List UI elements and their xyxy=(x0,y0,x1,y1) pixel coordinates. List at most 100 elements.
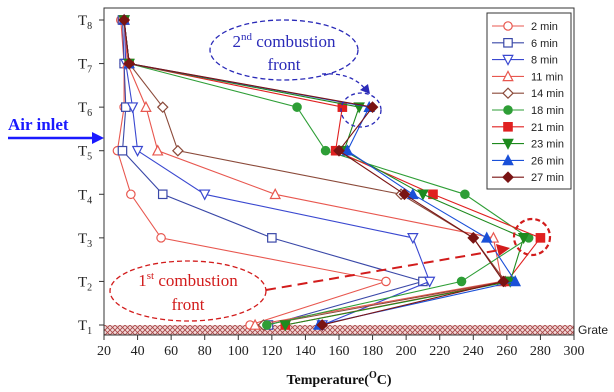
legend-swatch-marker xyxy=(502,171,514,184)
data-point xyxy=(156,233,166,243)
legend-label: 6 min xyxy=(531,38,558,50)
y-tick-label: T2 xyxy=(78,274,92,293)
legend-swatch-marker xyxy=(502,154,514,166)
legend-swatch-marker xyxy=(502,54,514,66)
data-point xyxy=(126,102,139,114)
legend-item: 6 min xyxy=(492,38,558,50)
second-front-zone xyxy=(340,92,382,128)
legend-swatch-marker xyxy=(503,37,513,48)
air-inlet-arrowhead xyxy=(92,132,104,144)
first-front-zone xyxy=(512,217,552,257)
data-point xyxy=(398,188,411,201)
x-tick-label: 120 xyxy=(261,344,282,359)
first-front-text-1: 1st combustion xyxy=(138,270,238,290)
data-point xyxy=(517,233,530,245)
data-point xyxy=(151,144,164,156)
data-point xyxy=(467,232,480,244)
x-tick-label: 40 xyxy=(131,344,145,359)
series-line xyxy=(123,19,507,326)
legend-label: 14 min xyxy=(531,88,564,100)
x-tick-label: 300 xyxy=(564,344,585,359)
data-point xyxy=(131,145,144,158)
y-tick-label: T8 xyxy=(78,13,92,32)
y-tick-label: T1 xyxy=(78,318,92,337)
data-point xyxy=(509,275,522,287)
data-point xyxy=(480,231,493,243)
second-front-arrowhead xyxy=(360,84,370,94)
legend-label: 26 min xyxy=(531,155,564,167)
legend-item: 2 min xyxy=(492,21,558,33)
series-layer xyxy=(112,13,546,332)
data-point xyxy=(292,102,302,112)
x-tick-label: 60 xyxy=(164,344,178,359)
legend-label: 18 min xyxy=(531,105,564,117)
legend-item: 27 min xyxy=(492,171,564,184)
first-front-arrow xyxy=(265,249,501,291)
x-axis-title: Temperature(OC) xyxy=(287,370,392,388)
legend-swatch-marker xyxy=(502,138,514,150)
air-inlet-label: Air inlet xyxy=(8,115,69,134)
data-point xyxy=(198,189,211,201)
data-point xyxy=(381,276,391,287)
data-point xyxy=(423,276,436,288)
data-point xyxy=(118,14,130,26)
x-tick-label: 180 xyxy=(362,344,383,359)
series-line xyxy=(123,19,505,326)
data-point xyxy=(123,57,136,70)
data-point xyxy=(172,144,184,157)
data-point xyxy=(417,189,429,201)
data-point xyxy=(117,145,128,156)
data-point xyxy=(267,233,277,243)
x-tick-label: 220 xyxy=(429,344,450,359)
data-point xyxy=(279,320,292,332)
legend-item: 14 min xyxy=(492,87,564,100)
first-front-arrowhead xyxy=(496,244,510,256)
series-27-min xyxy=(118,14,510,331)
series-line xyxy=(121,19,425,326)
data-point xyxy=(140,100,152,112)
y-tick-label: T6 xyxy=(78,100,92,119)
data-point xyxy=(126,189,136,200)
legend-item: 21 min xyxy=(492,122,564,134)
grate-label: Grate xyxy=(578,323,608,337)
second-front-text-2: front xyxy=(267,55,300,74)
y-tick-label: T5 xyxy=(78,144,92,163)
legend-label: 27 min xyxy=(531,172,564,184)
x-tick-label: 100 xyxy=(228,344,249,359)
data-point xyxy=(249,318,261,330)
x-tick-label: 160 xyxy=(329,344,350,359)
legend-swatch-marker xyxy=(503,121,513,132)
legend-swatch-marker xyxy=(503,105,513,115)
x-tick-label: 280 xyxy=(530,344,551,359)
data-point xyxy=(333,144,345,157)
x-tick-label: 260 xyxy=(496,344,517,359)
legend-item: 18 min xyxy=(492,105,564,117)
legend-swatch-marker xyxy=(503,21,513,31)
first-front-ellipse xyxy=(109,260,267,322)
legend-item: 11 min xyxy=(492,70,563,83)
legend-label: 11 min xyxy=(531,71,563,83)
x-tick-label: 80 xyxy=(198,344,212,359)
second-front-arrow xyxy=(321,73,367,91)
data-point xyxy=(407,187,419,200)
legend-item: 26 min xyxy=(492,154,564,167)
grate-strip xyxy=(104,325,574,335)
axis-layer: 20 40 60 80 100 120 140 160 180 200 220 240 260 280 30… xyxy=(78,13,585,359)
x-tick-label: 140 xyxy=(295,344,316,359)
legend-label: 21 min xyxy=(531,122,564,134)
data-point xyxy=(535,233,546,243)
legend-label: 2 min xyxy=(531,21,558,33)
data-point xyxy=(407,233,419,245)
series-line xyxy=(123,19,530,326)
x-tick-label: 200 xyxy=(396,344,417,359)
series-line xyxy=(123,19,431,326)
legend-item: 8 min xyxy=(492,55,558,67)
legend-swatch-marker xyxy=(502,70,514,82)
data-point xyxy=(156,101,169,113)
data-point xyxy=(320,145,331,156)
data-point xyxy=(456,276,467,287)
data-point xyxy=(269,187,282,200)
legend-item: 23 min xyxy=(492,139,564,151)
y-tick-label: T3 xyxy=(78,231,92,250)
